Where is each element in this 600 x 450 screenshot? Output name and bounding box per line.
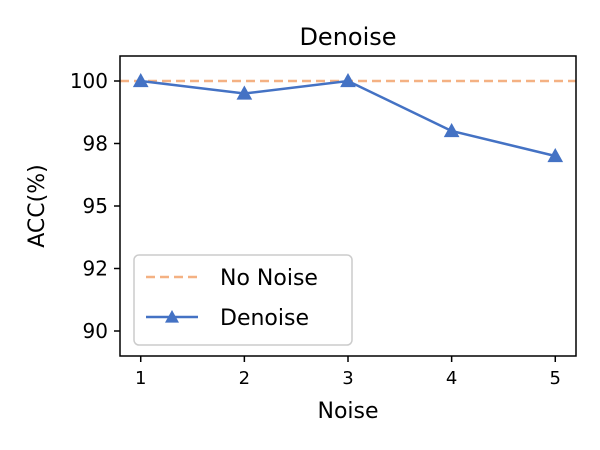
y-axis-label: ACC(%) (25, 164, 50, 247)
plot-area: 1 2 3 4 5 90 92 95 98 100 (70, 55, 577, 389)
x-tick-label: 2 (239, 368, 250, 389)
series-line-0 (140, 79, 556, 158)
x-axis-label: Noise (317, 399, 378, 424)
legend: No Noise Denoise (133, 254, 353, 346)
data-point (236, 85, 253, 100)
data-point (340, 72, 356, 88)
x-tick-label: 1 (135, 368, 146, 389)
legend-label-denoise: Denoise (220, 306, 309, 331)
legend-label-no-noise: No Noise (220, 266, 318, 291)
x-tick-label: 5 (550, 368, 561, 389)
y-tick-label: 100 (70, 69, 108, 93)
y-tick-label: 90 (83, 319, 108, 343)
y-tick-label: 95 (83, 194, 108, 218)
legend-marker-denoise (165, 310, 179, 323)
x-tick-label: 3 (342, 368, 353, 389)
data-point (132, 72, 149, 88)
data-point (547, 147, 564, 163)
y-tick-label: 92 (83, 257, 108, 281)
y-tick-label: 98 (83, 132, 108, 156)
x-tick-label: 4 (446, 368, 457, 389)
chart-title: Denoise (299, 23, 396, 51)
data-point (443, 122, 460, 138)
